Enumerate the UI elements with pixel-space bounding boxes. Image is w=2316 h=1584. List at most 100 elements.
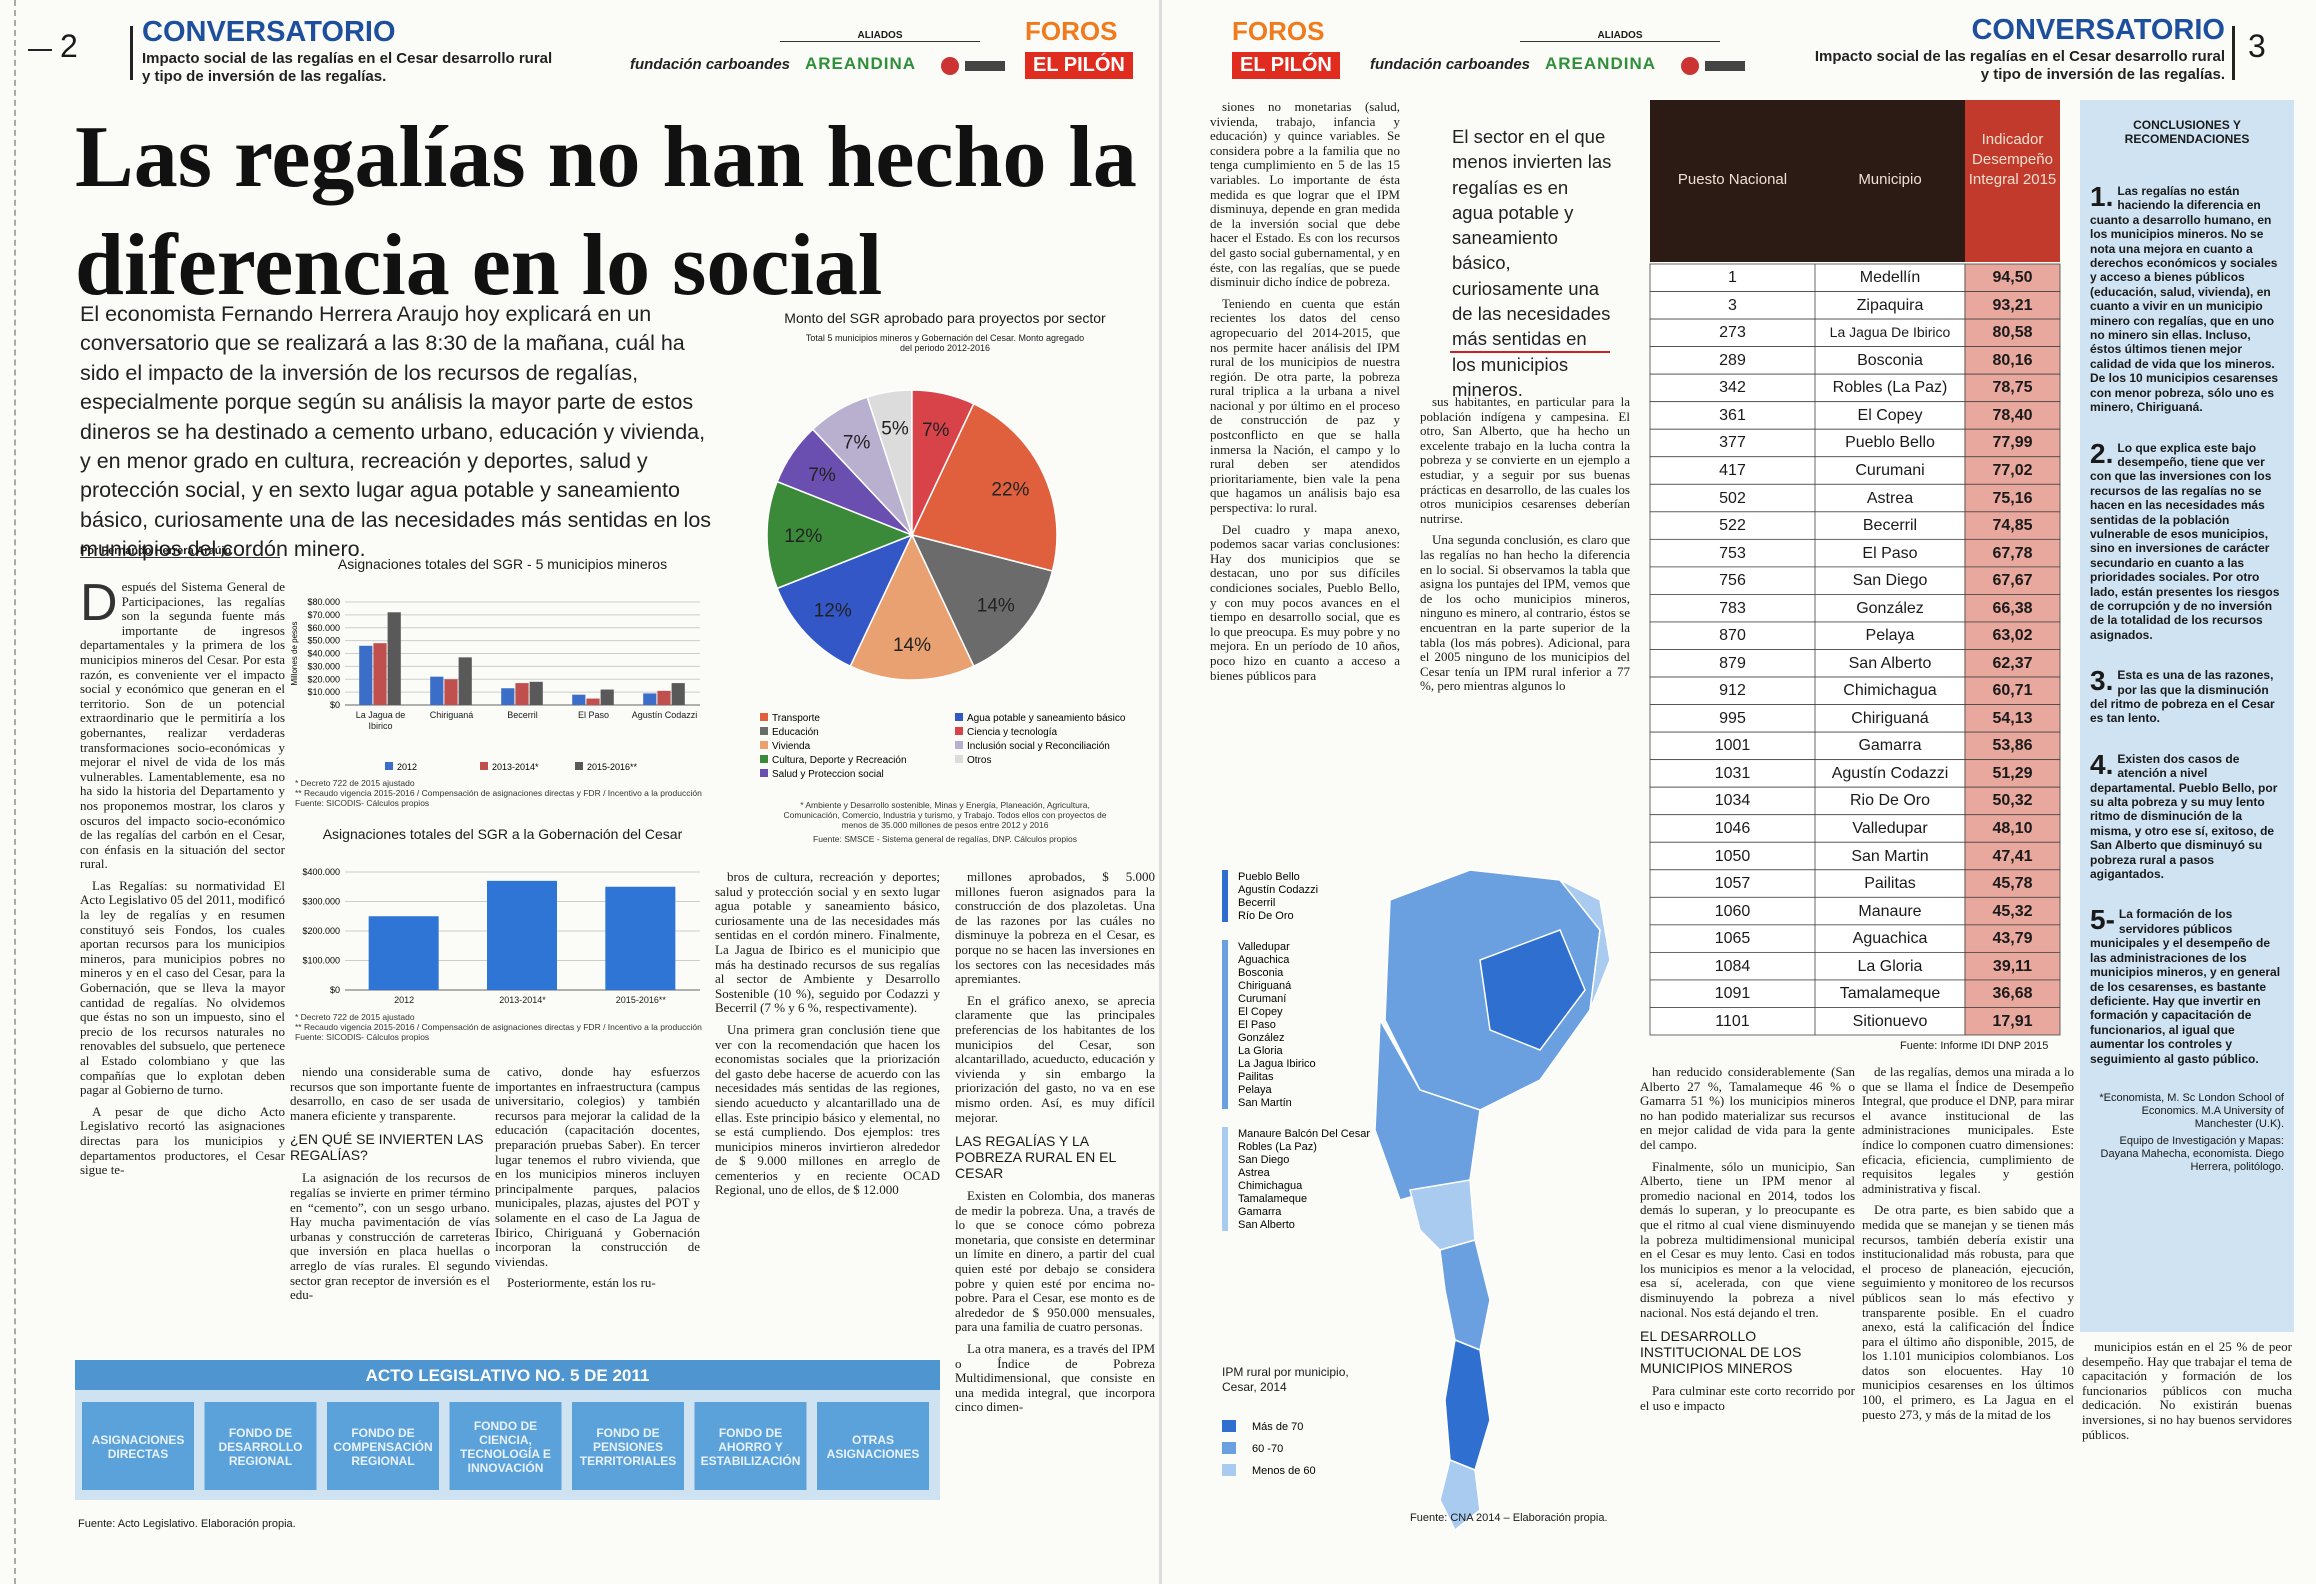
map-municipality: Pueblo Bello <box>1238 871 1300 883</box>
conclusion-item: 4. Existen dos casos de atención a nivel … <box>2090 750 2284 882</box>
map-municipality: González <box>1238 1032 1284 1044</box>
legend-label: Salud y Proteccion social <box>772 769 884 780</box>
conclusions-title: CONCLUSIONES Y RECOMENDACIONES <box>2124 118 2250 146</box>
y-axis-label: Millones de pesos <box>290 621 299 685</box>
map-region <box>1439 1239 1491 1352</box>
y-tick-label: $70.000 <box>307 610 340 620</box>
header-rule <box>2232 26 2235 80</box>
legend-label: 60 -70 <box>1252 1443 1283 1455</box>
table-cell: Robles (La Paz) <box>1832 379 1948 397</box>
forum-logo: FOROS <box>1025 16 1118 46</box>
paragraph: Teniendo en cuenta que están recientes l… <box>1210 295 1400 516</box>
legend-swatch <box>760 755 768 763</box>
bar <box>643 693 657 705</box>
x-tick-label: Becerril <box>507 710 538 720</box>
map-region <box>1409 1179 1476 1251</box>
table-cell: Pailitas <box>1864 875 1916 893</box>
map-region <box>1479 929 1586 1051</box>
table-header-bg <box>1965 100 2060 262</box>
conclusion-item: 1. Las regalías no están haciendo la dife… <box>2090 183 2284 415</box>
table-cell: 502 <box>1719 489 1746 507</box>
chart-note: ** Recaudo vigencia 2015-2016 / Compensa… <box>295 1022 702 1032</box>
pie-label: 7% <box>922 420 950 441</box>
table-cell-indicator <box>1964 1007 2061 1036</box>
pull-quote: El sector en el que menos invierten las … <box>1452 126 1612 400</box>
pie-slice <box>811 396 913 536</box>
y-tick-label: $80.000 <box>307 597 340 607</box>
table-cell: 63,02 <box>1992 627 2033 645</box>
banner-box-label: FONDO DE DESARROLLO REGIONAL <box>218 1426 303 1468</box>
table-cell: 783 <box>1719 599 1746 617</box>
banner-box <box>449 1402 562 1490</box>
table-row <box>1649 979 1966 1008</box>
table-cell: 78,40 <box>1992 406 2033 424</box>
bar <box>600 689 614 705</box>
y-tick-label: $10.000 <box>307 687 340 697</box>
map-municipality: La Jagua Ibirico <box>1238 1058 1316 1070</box>
section-subtitle: Impacto social de las regalías en el Ces… <box>142 50 553 85</box>
table-row <box>1649 649 1966 678</box>
table-cell: 80,16 <box>1992 351 2033 369</box>
partner-logo <box>1681 57 1699 75</box>
banner-box-label: FONDO DE COMPENSACIÓN REGIONAL <box>333 1426 433 1468</box>
legend-bar <box>1222 870 1228 922</box>
pie-label: 12% <box>784 526 822 547</box>
legend-label: 2015-2016** <box>587 762 638 772</box>
table-row <box>1649 1007 1966 1036</box>
banner-box <box>694 1402 807 1490</box>
table-cell: Zipaquira <box>1856 296 1924 314</box>
section-title: CONVERSATORIO <box>142 16 396 48</box>
chart-notes: * Ambiente y Desarrollo sostenible, Mina… <box>775 800 1115 848</box>
chart-note: * Decreto 722 de 2015 ajustado <box>295 1012 415 1022</box>
text-column: Después del Sistema General de Participa… <box>80 580 285 1345</box>
table-cell: González <box>1856 599 1924 617</box>
paragraph: Una primera gran conclusión tiene que ve… <box>715 1021 940 1198</box>
y-tick-label: $100.000 <box>302 956 340 966</box>
chart-note: Fuente: SICODIS- Cálculos propios <box>295 798 430 808</box>
table-cell-indicator <box>1964 704 2061 733</box>
subheading: ¿EN QUÉ SE INVIERTEN LAS REGALÍAS? <box>290 1131 484 1164</box>
bar <box>373 643 387 705</box>
chart-title: Asignaciones totales del SGR - 5 municip… <box>337 556 668 572</box>
banner-box-label: ASIGNACIONES DIRECTAS <box>91 1433 185 1461</box>
table-cell: 522 <box>1719 517 1746 535</box>
table-cell: 1060 <box>1714 902 1751 920</box>
conclusion-text: Existen dos casos de atención a nivel de… <box>2090 751 2278 882</box>
credit: *Economista, M. Sc London School of Econ… <box>2099 1091 2284 1130</box>
table-header: Municipio <box>1858 171 1922 188</box>
banner-box <box>817 1402 929 1490</box>
table-cell: 45,78 <box>1992 875 2033 893</box>
foundation-logo: fundación carboandes <box>630 56 791 73</box>
paragraph: Del cuadro y mapa anexo, podemos sacar v… <box>1210 521 1400 683</box>
chart-note: * Decreto 722 de 2015 ajustado <box>295 778 415 788</box>
x-tick-label: 2013-2014* <box>499 995 546 1005</box>
table-cell: Pelaya <box>1865 627 1915 645</box>
paragraph: Después del Sistema General de Participa… <box>80 580 285 872</box>
banner-box <box>82 1402 194 1490</box>
table-cell-indicator <box>1964 841 2061 871</box>
table-row <box>1649 896 1966 926</box>
chart-title: Asignaciones totales del SGR a la Gobern… <box>322 826 683 842</box>
table-cell: Pueblo Bello <box>1845 434 1935 452</box>
table-cell-indicator <box>1964 401 2061 430</box>
banner-box <box>204 1402 317 1490</box>
y-tick-label: $0 <box>330 985 340 995</box>
table-cell: 1101 <box>1715 1012 1750 1030</box>
paragraph: A pesar de que dicho Acto Legislativo re… <box>80 1103 285 1178</box>
map-municipality: Pailitas <box>1238 1071 1274 1083</box>
table-row <box>1649 786 1966 816</box>
table-row <box>1649 841 1966 871</box>
map-municipality: Aguachica <box>1238 954 1290 966</box>
legend-swatch <box>955 755 963 763</box>
text-column: de las regalías, demos una mirada a lo q… <box>1862 1065 2074 1535</box>
bar <box>444 679 458 705</box>
table-cell-indicator <box>1964 731 2061 761</box>
chart-notes: * Decreto 722 de 2015 ajustado ** Recaudo… <box>295 1012 710 1042</box>
legend-swatch <box>575 762 583 770</box>
map-municipality: Manaure Balcón Del Cesar <box>1238 1128 1370 1140</box>
map-municipality: Gamarra <box>1238 1206 1282 1218</box>
bar <box>572 694 586 705</box>
page-number: 3 <box>2248 28 2266 64</box>
bar <box>515 683 529 705</box>
bar <box>487 880 557 990</box>
